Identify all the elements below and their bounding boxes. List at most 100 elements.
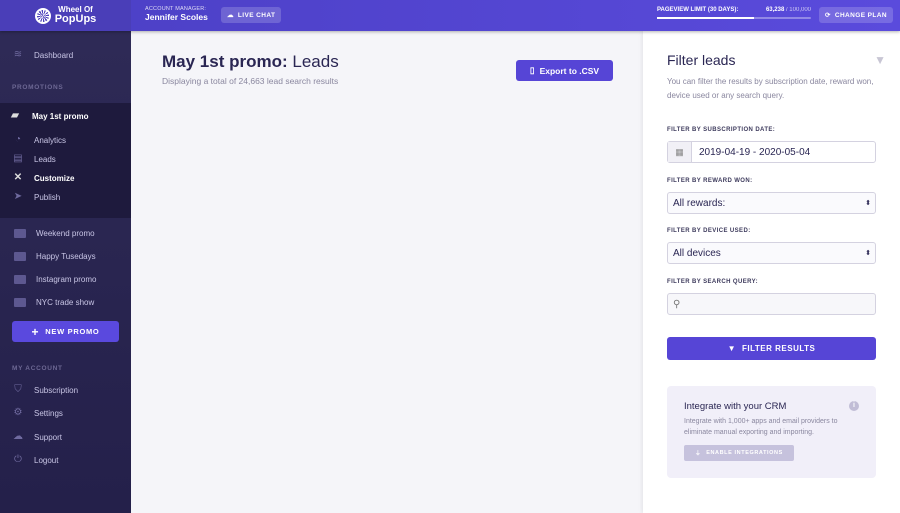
support-icon: ☁ xyxy=(13,431,23,442)
wheel-icon xyxy=(34,7,51,24)
pageview-used: 63,238 xyxy=(765,7,785,13)
reward-filter-label: FILTER BY REWARD WON: xyxy=(667,178,753,184)
select-arrows-icon: ⬍ xyxy=(865,250,871,257)
date-filter-label: FILTER BY SUBSCRIPTION DATE: xyxy=(667,127,776,133)
logo-top-text: Wheel Of xyxy=(58,5,93,14)
sidebar-item-weekend-promo[interactable]: Weekend promo xyxy=(14,229,95,238)
info-icon[interactable]: i xyxy=(849,401,859,411)
page-title: May 1st promo: Leads xyxy=(162,52,339,72)
reward-value: All rewards: xyxy=(673,197,726,209)
search-query-input[interactable]: ⚲ xyxy=(667,293,876,315)
tools-icon: ✕ xyxy=(13,172,23,183)
export-label: Export to .CSV xyxy=(539,65,600,76)
logo-bottom-text: PopUps xyxy=(54,13,97,25)
calendar-icon: ▦ xyxy=(668,142,692,162)
sidebar-item-leads[interactable]: ▤ Leads xyxy=(12,154,56,164)
live-chat-button[interactable]: ☁ LIVE CHAT xyxy=(221,7,282,23)
pie-chart-icon: ◔ xyxy=(14,134,22,145)
layers-icon: ≋ xyxy=(13,49,23,60)
folder-icon xyxy=(14,229,26,238)
sidebar-item-publish[interactable]: ➤ Publish xyxy=(12,192,60,202)
enable-integrations-button[interactable]: ⏚ ENABLE INTEGRATIONS xyxy=(684,445,794,461)
folder-icon xyxy=(14,275,26,284)
file-icon: ▯ xyxy=(529,65,535,75)
sidebar-label: May 1st promo xyxy=(32,111,89,121)
folder-icon xyxy=(14,298,26,307)
sidebar-label: Leads xyxy=(34,154,56,164)
date-range-input[interactable]: ▦ 2019-04-19 - 2020-05-04 xyxy=(667,141,876,163)
filter-results-button[interactable]: ▼ FILTER RESULTS xyxy=(667,337,876,360)
sidebar-item-instagram-promo[interactable]: Instagram promo xyxy=(14,275,96,284)
account-manager-name: Jennifer Scoles xyxy=(145,12,208,22)
sidebar-label: Subscription xyxy=(34,385,79,395)
device-value: All devices xyxy=(673,247,721,259)
crm-title: Integrate with your CRM xyxy=(684,401,787,412)
sidebar-item-logout[interactable]: ⏻ Logout xyxy=(12,455,58,465)
sidebar-label: Happy Tusedays xyxy=(36,252,96,261)
pageview-progress xyxy=(657,17,811,19)
sidebar-item-analytics[interactable]: ◔ Analytics xyxy=(12,135,66,145)
title-promo: May 1st promo: xyxy=(162,52,288,71)
date-range-value: 2019-04-19 - 2020-05-04 xyxy=(699,146,811,158)
select-arrows-icon: ⬍ xyxy=(865,200,871,207)
filter-icon: ▼ xyxy=(727,344,737,353)
refresh-icon: ⟳ xyxy=(825,12,831,19)
export-csv-button[interactable]: ▯ Export to .CSV xyxy=(516,60,613,81)
account-manager: ACCOUNT MANAGER: Jennifer Scoles xyxy=(145,6,208,22)
folder-icon xyxy=(14,252,26,261)
sidebar-label: Weekend promo xyxy=(36,229,95,238)
enable-integrations-label: ENABLE INTEGRATIONS xyxy=(706,450,783,456)
sidebar-item-subscription[interactable]: ⛉ Subscription xyxy=(12,385,78,395)
sidebar-label: Instagram promo xyxy=(36,275,97,284)
plug-icon: ⏚ xyxy=(695,451,702,457)
promotions-heading: PROMOTIONS xyxy=(12,84,64,91)
sidebar-label: Dashboard xyxy=(34,50,74,60)
paper-plane-icon: ➤ xyxy=(13,191,23,202)
change-plan-label: CHANGE PLAN xyxy=(834,11,887,19)
filter-description: You can filter the results by subscripti… xyxy=(667,77,874,100)
sidebar: ≋ Dashboard PROMOTIONS ▰ May 1st promo ◔ An… xyxy=(0,31,131,513)
query-filter-label: FILTER BY SEARCH QUERY: xyxy=(667,279,758,285)
sidebar-item-nyc-trade-show[interactable]: NYC trade show xyxy=(14,298,94,307)
pageview-total: / 100,000 xyxy=(785,7,811,13)
sidebar-label: Publish xyxy=(34,192,61,202)
pageview-limit: PAGEVIEW LIMIT (30 DAYS): 63,238 / 100,00… xyxy=(657,7,811,19)
filter-icon: ▼ xyxy=(874,53,886,67)
filter-title: Filter leads xyxy=(667,52,736,68)
shield-icon: ⛉ xyxy=(14,384,22,395)
crm-card: Integrate with your CRM i Integrate with… xyxy=(667,386,876,478)
sidebar-label: Analytics xyxy=(34,135,67,145)
results-count: Displaying a total of 24,663 lead search… xyxy=(162,76,339,86)
power-icon: ⏻ xyxy=(14,454,22,465)
crm-text: Integrate with 1,000+ apps and email pro… xyxy=(684,418,838,436)
change-plan-button[interactable]: ⟳ CHANGE PLAN xyxy=(819,7,893,23)
sidebar-label: Support xyxy=(34,432,63,442)
plus-icon: + xyxy=(31,324,40,339)
folder-open-icon: ▰ xyxy=(11,110,19,121)
filter-results-label: FILTER RESULTS xyxy=(742,344,816,353)
sidebar-item-may-1st-promo[interactable]: ▰ May 1st promo xyxy=(8,111,88,121)
sidebar-label: Settings xyxy=(34,408,63,418)
sidebar-item-happy-tusedays[interactable]: Happy Tusedays xyxy=(14,252,96,261)
new-promo-button[interactable]: + NEW PROMO xyxy=(12,321,119,342)
search-icon: ⚲ xyxy=(673,298,681,310)
sidebar-label: Logout xyxy=(34,455,59,465)
logo[interactable]: Wheel Of PopUps xyxy=(0,0,131,31)
sidebar-item-customize[interactable]: ✕ Customize xyxy=(12,172,75,183)
active-promo-section xyxy=(0,103,131,218)
device-select[interactable]: All devices ⬍ xyxy=(667,242,876,264)
reward-select[interactable]: All rewards: ⬍ xyxy=(667,192,876,214)
main-content: May 1st promo: Leads Displaying a total … xyxy=(131,31,643,513)
live-chat-label: LIVE CHAT xyxy=(237,11,276,19)
account-heading: MY ACCOUNT xyxy=(12,365,63,372)
sidebar-item-support[interactable]: ☁ Support xyxy=(12,432,62,442)
sidebar-item-dashboard[interactable]: ≋ Dashboard xyxy=(12,50,73,60)
top-bar: Wheel Of PopUps ACCOUNT MANAGER: Jennifer … xyxy=(0,0,900,31)
sidebar-label: NYC trade show xyxy=(36,298,95,307)
new-promo-label: NEW PROMO xyxy=(45,327,100,336)
title-section: Leads xyxy=(292,52,339,71)
device-filter-label: FILTER BY DEVICE USED: xyxy=(667,228,751,234)
chat-icon: ☁ xyxy=(227,12,234,19)
sidebar-item-settings[interactable]: ⚙ Settings xyxy=(12,408,63,418)
pageview-label: PAGEVIEW LIMIT (30 DAYS): xyxy=(657,7,739,13)
